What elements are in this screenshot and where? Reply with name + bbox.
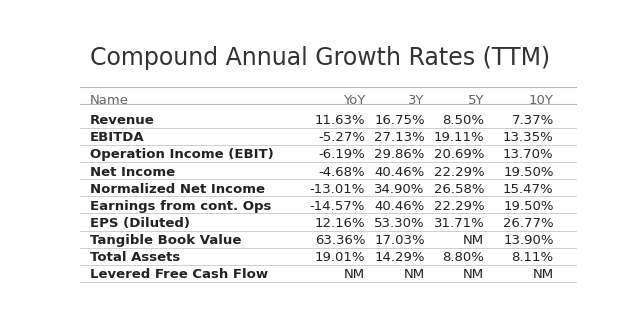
Text: 8.50%: 8.50% xyxy=(442,114,484,127)
Text: 19.50%: 19.50% xyxy=(503,166,554,179)
Text: 13.35%: 13.35% xyxy=(503,131,554,144)
Text: EPS (Diluted): EPS (Diluted) xyxy=(90,217,190,230)
Text: 15.47%: 15.47% xyxy=(503,183,554,196)
Text: 16.75%: 16.75% xyxy=(374,114,425,127)
Text: 40.46%: 40.46% xyxy=(374,200,425,213)
Text: 19.11%: 19.11% xyxy=(434,131,484,144)
Text: 22.29%: 22.29% xyxy=(434,200,484,213)
Text: 17.03%: 17.03% xyxy=(374,234,425,247)
Text: YoY: YoY xyxy=(343,94,365,108)
Text: Operation Income (EBIT): Operation Income (EBIT) xyxy=(90,148,274,161)
Text: Tangible Book Value: Tangible Book Value xyxy=(90,234,241,247)
Text: 19.50%: 19.50% xyxy=(503,200,554,213)
Text: 53.30%: 53.30% xyxy=(374,217,425,230)
Text: 40.46%: 40.46% xyxy=(374,166,425,179)
Text: -6.19%: -6.19% xyxy=(319,148,365,161)
Text: NM: NM xyxy=(463,234,484,247)
Text: 13.90%: 13.90% xyxy=(503,234,554,247)
Text: NM: NM xyxy=(463,268,484,281)
Text: 20.69%: 20.69% xyxy=(434,148,484,161)
Text: NM: NM xyxy=(532,268,554,281)
Text: Earnings from cont. Ops: Earnings from cont. Ops xyxy=(90,200,271,213)
Text: 26.77%: 26.77% xyxy=(503,217,554,230)
Text: 5Y: 5Y xyxy=(468,94,484,108)
Text: -4.68%: -4.68% xyxy=(319,166,365,179)
Text: Levered Free Cash Flow: Levered Free Cash Flow xyxy=(90,268,268,281)
Text: 8.80%: 8.80% xyxy=(442,251,484,264)
Text: 12.16%: 12.16% xyxy=(315,217,365,230)
Text: NM: NM xyxy=(404,268,425,281)
Text: Compound Annual Growth Rates (TTM): Compound Annual Growth Rates (TTM) xyxy=(90,46,550,70)
Text: Net Income: Net Income xyxy=(90,166,175,179)
Text: 7.37%: 7.37% xyxy=(511,114,554,127)
Text: 63.36%: 63.36% xyxy=(315,234,365,247)
Text: NM: NM xyxy=(344,268,365,281)
Text: 8.11%: 8.11% xyxy=(511,251,554,264)
Text: 11.63%: 11.63% xyxy=(315,114,365,127)
Text: -13.01%: -13.01% xyxy=(310,183,365,196)
Text: 19.01%: 19.01% xyxy=(315,251,365,264)
Text: Revenue: Revenue xyxy=(90,114,155,127)
Text: Total Assets: Total Assets xyxy=(90,251,180,264)
Text: 34.90%: 34.90% xyxy=(374,183,425,196)
Text: 13.70%: 13.70% xyxy=(503,148,554,161)
Text: Name: Name xyxy=(90,94,129,108)
Text: 27.13%: 27.13% xyxy=(374,131,425,144)
Text: 3Y: 3Y xyxy=(408,94,425,108)
Text: 10Y: 10Y xyxy=(529,94,554,108)
Text: 26.58%: 26.58% xyxy=(434,183,484,196)
Text: 29.86%: 29.86% xyxy=(374,148,425,161)
Text: -14.57%: -14.57% xyxy=(310,200,365,213)
Text: EBITDA: EBITDA xyxy=(90,131,145,144)
Text: 14.29%: 14.29% xyxy=(374,251,425,264)
Text: Normalized Net Income: Normalized Net Income xyxy=(90,183,265,196)
Text: 31.71%: 31.71% xyxy=(433,217,484,230)
Text: -5.27%: -5.27% xyxy=(318,131,365,144)
Text: 22.29%: 22.29% xyxy=(434,166,484,179)
